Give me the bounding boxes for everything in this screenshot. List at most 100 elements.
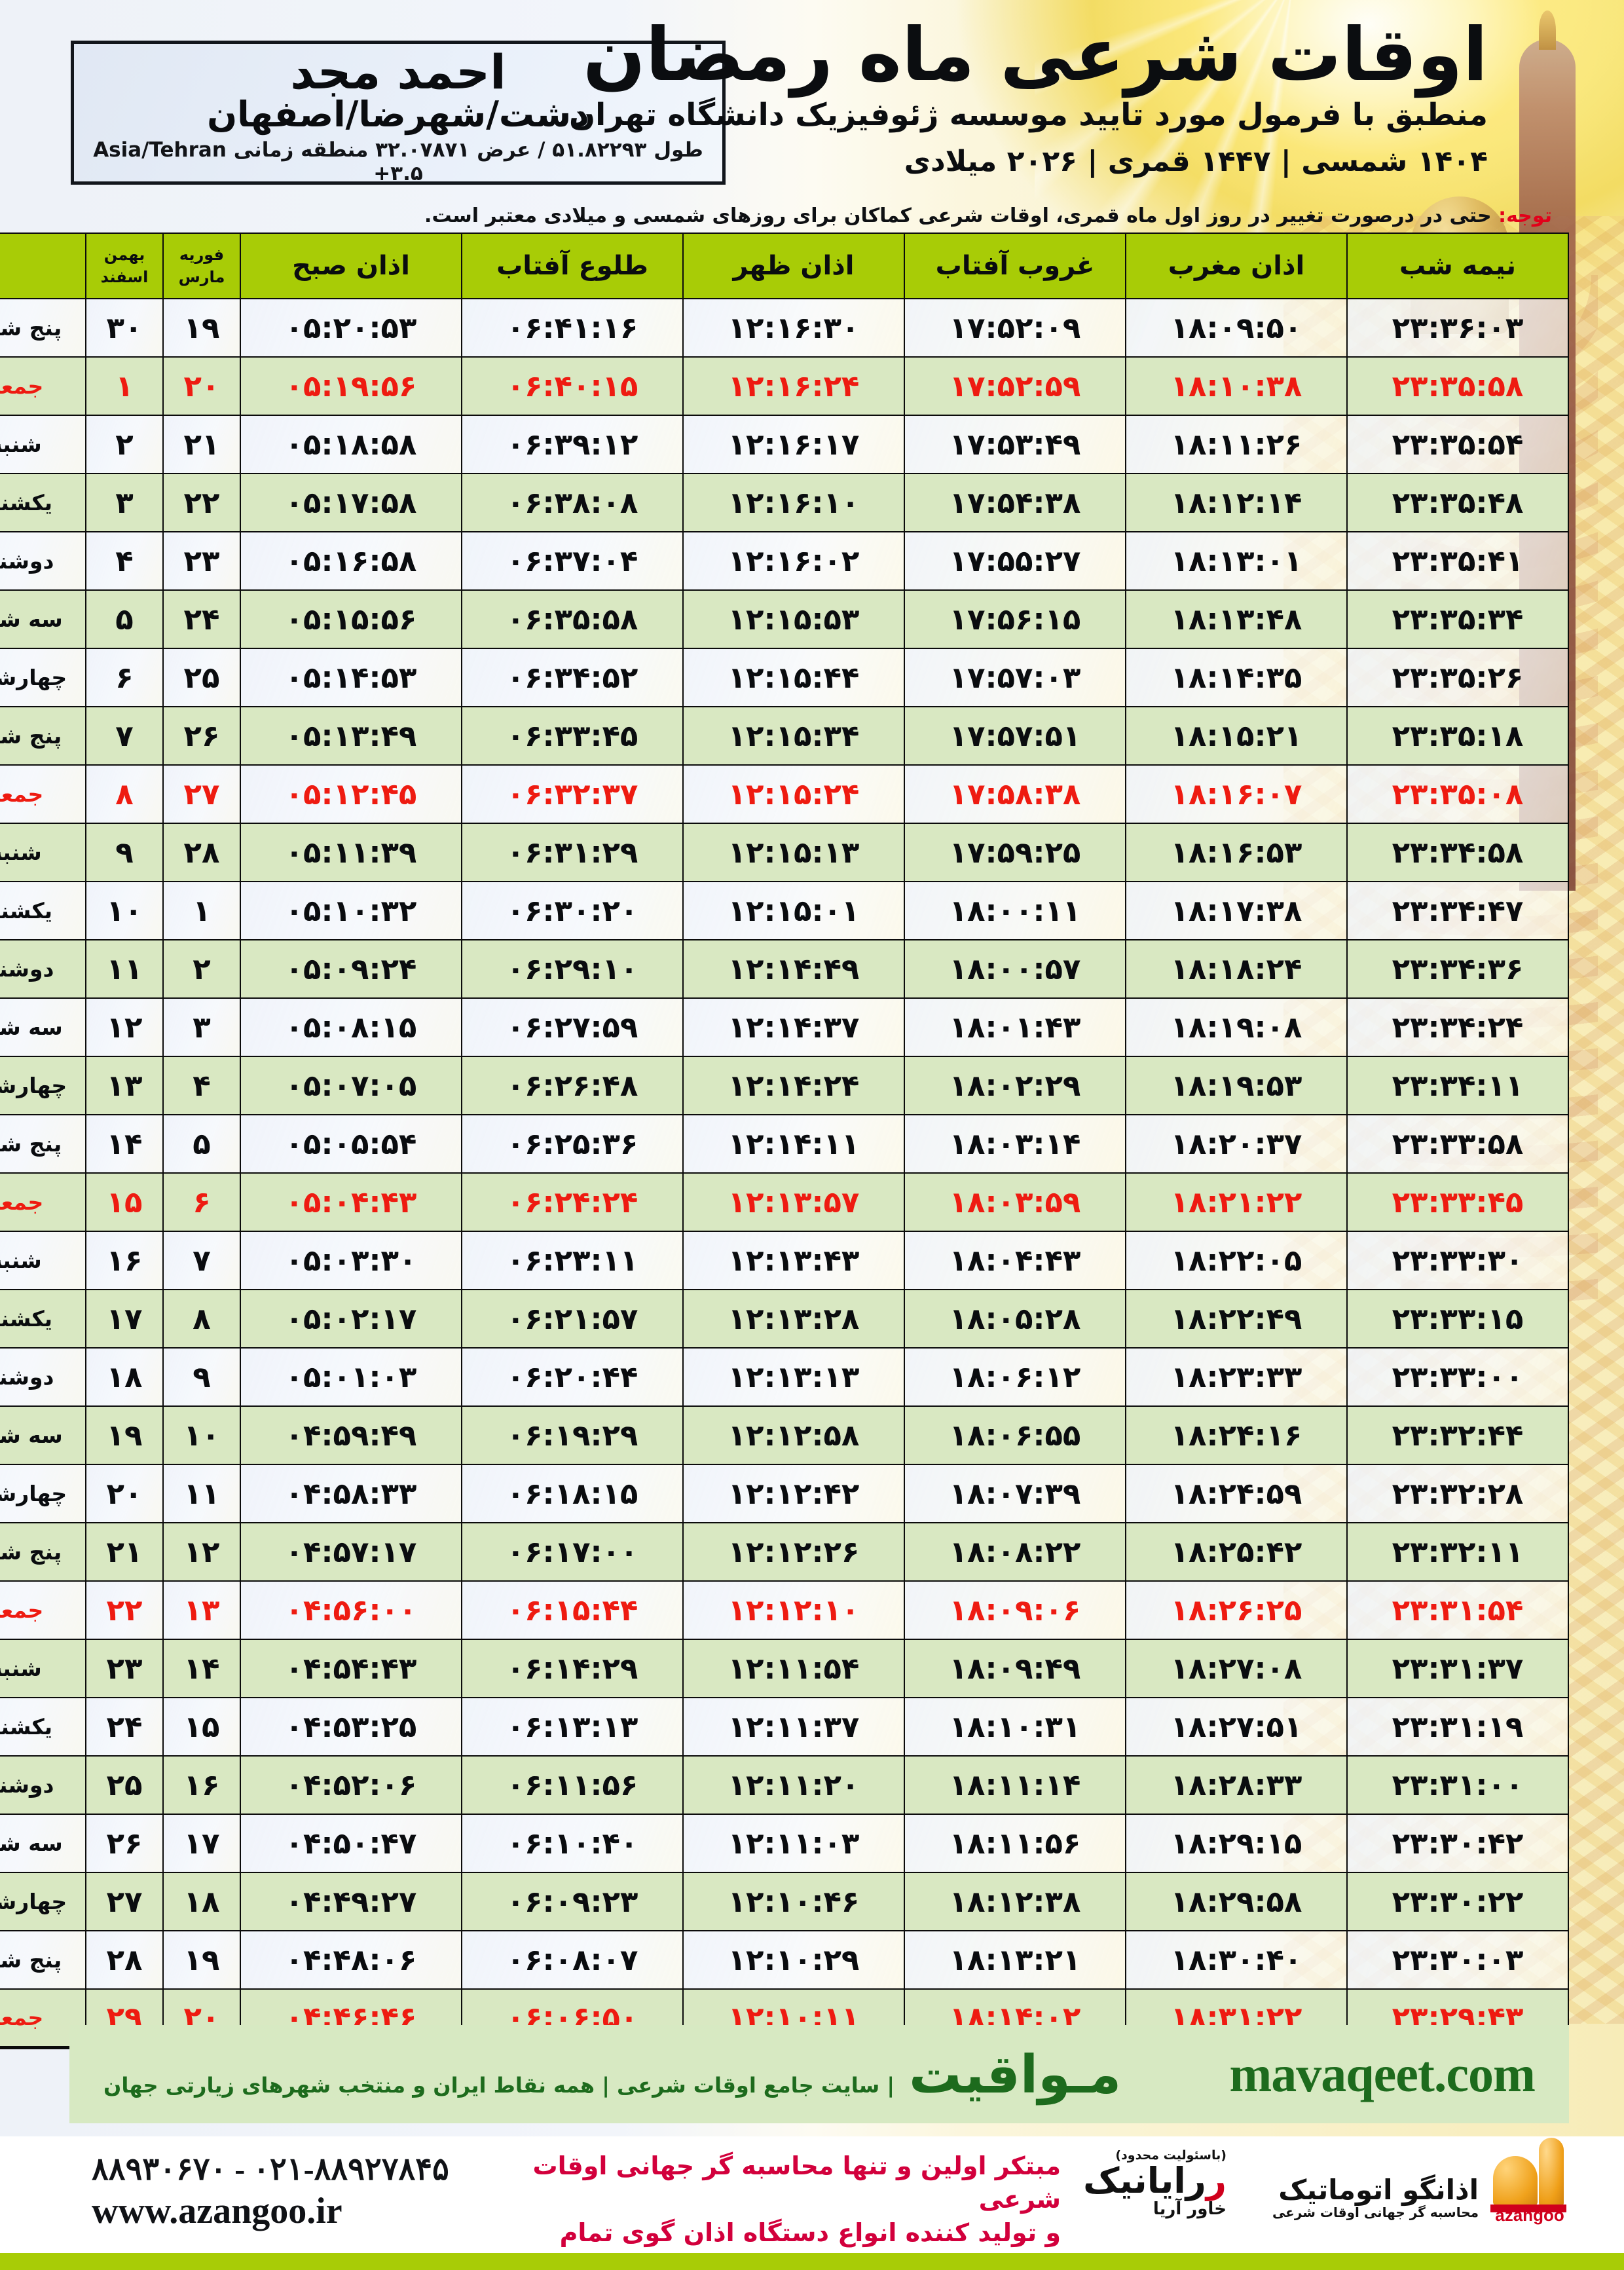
table-row: ۲۳:۳۴:۲۴ ۱۸:۱۹:۰۸ ۱۸:۰۱:۴۳ ۱۲:۱۴:۳۷ ۰۶:۲۷:۵۹… [0, 997, 1569, 1057]
table-row: ۲۳:۳۵:۱۸ ۱۸:۱۵:۲۱ ۱۷:۵۷:۵۱ ۱۲:۱۵:۳۴ ۰۶:۳۳:۴۵… [0, 706, 1569, 766]
cell-solar-day: ۶ [85, 648, 164, 707]
cell-sunrise: ۰۶:۱۴:۲۹ [461, 1639, 684, 1698]
cell-sunset: ۱۷:۵۲:۵۹ [904, 356, 1126, 416]
table-body: ۲۳:۳۶:۰۳ ۱۸:۰۹:۵۰ ۱۷:۵۲:۰۹ ۱۲:۱۶:۳۰ ۰۶:۴۱:۱۶… [0, 298, 1569, 2049]
cell-gregorian-day: ۱۶ [162, 1755, 241, 1815]
cell-maghrib: ۱۸:۲۷:۰۸ [1125, 1639, 1348, 1698]
table-row: ۲۳:۳۵:۳۴ ۱۸:۱۳:۴۸ ۱۷:۵۶:۱۵ ۱۲:۱۵:۵۳ ۰۶:۳۵:۵۸… [0, 589, 1569, 649]
cell-maghrib: ۱۸:۲۴:۱۶ [1125, 1405, 1348, 1465]
table-row: ۲۳:۳۲:۲۸ ۱۸:۲۴:۵۹ ۱۸:۰۷:۳۹ ۱۲:۱۲:۴۲ ۰۶:۱۸:۱۵… [0, 1464, 1569, 1523]
cell-midnight: ۲۳:۳۲:۲۸ [1346, 1464, 1569, 1523]
cell-solar-day: ۲ [85, 415, 164, 474]
cell-sunrise: ۰۶:۳۳:۴۵ [461, 706, 684, 766]
cell-sunrise: ۰۶:۲۱:۵۷ [461, 1289, 684, 1349]
cell-sunset: ۱۷:۵۹:۲۵ [904, 823, 1126, 882]
cell-dhuhr: ۱۲:۱۵:۲۴ [682, 764, 905, 824]
mavaqeet-domain[interactable]: mavaqeet.com [1229, 2045, 1536, 2102]
cell-midnight: ۲۳:۳۵:۰۸ [1346, 764, 1569, 824]
cell-midnight: ۲۳:۳۰:۴۲ [1346, 1814, 1569, 1873]
cell-gregorian-day: ۲۳ [162, 531, 241, 591]
cell-weekday: سه شنبه [0, 589, 86, 649]
cell-maghrib: ۱۸:۰۹:۵۰ [1125, 298, 1348, 358]
cell-sunset: ۱۸:۰۲:۲۹ [904, 1056, 1126, 1115]
cell-sunset: ۱۸:۰۳:۵۹ [904, 1172, 1126, 1232]
cell-dhuhr: ۱۲:۱۰:۲۹ [682, 1930, 905, 1990]
cell-weekday: شنبه [0, 1231, 86, 1290]
cell-weekday: دوشنبه [0, 531, 86, 591]
cell-maghrib: ۱۸:۲۸:۳۳ [1125, 1755, 1348, 1815]
cell-solar-day: ۱۳ [85, 1056, 164, 1115]
col-header-gregorian-month: فوریه مارس [162, 233, 241, 299]
cell-solar-day: ۲۳ [85, 1639, 164, 1698]
col-header-weekday [0, 233, 86, 299]
year-line: ۱۴۰۴ شمسی | ۱۴۴۷ قمری | ۲۰۲۶ میلادی [904, 145, 1488, 179]
cell-maghrib: ۱۸:۲۰:۳۷ [1125, 1114, 1348, 1174]
cell-gregorian-day: ۲۴ [162, 589, 241, 649]
cell-sunrise: ۰۶:۱۹:۲۹ [461, 1405, 684, 1465]
cell-fajr: ۰۴:۵۷:۱۷ [240, 1522, 462, 1582]
cell-midnight: ۲۳:۳۰:۰۳ [1346, 1930, 1569, 1990]
cell-solar-day: ۱۹ [85, 1405, 164, 1465]
cell-weekday: شنبه [0, 415, 86, 474]
mavaqeet-banner[interactable]: mavaqeet.com مـواقیت | سایت جامع اوقات ش… [69, 2025, 1569, 2123]
rayanik-logo-sub: خاور آریا [1153, 2199, 1227, 2219]
cell-dhuhr: ۱۲:۱۶:۱۷ [682, 415, 905, 474]
azangoo-latin-wordmark: azangoo [1495, 2205, 1564, 2225]
cell-maghrib: ۱۸:۱۳:۰۱ [1125, 531, 1348, 591]
cell-gregorian-day: ۷ [162, 1231, 241, 1290]
cell-midnight: ۲۳:۳۲:۱۱ [1346, 1522, 1569, 1582]
cell-sunrise: ۰۶:۳۹:۱۲ [461, 415, 684, 474]
cell-gregorian-day: ۱۸ [162, 1872, 241, 1931]
cell-dhuhr: ۱۲:۱۶:۰۲ [682, 531, 905, 591]
cell-dhuhr: ۱۲:۱۲:۱۰ [682, 1580, 905, 1640]
col-header-dhuhr: اذان ظهر [682, 233, 905, 299]
cell-weekday: پنج شنبه [0, 1522, 86, 1582]
schedule-table-wrapper: نیمه شب اذان مغرب غروب آفتاب اذان ظهر طل… [0, 233, 1569, 2049]
azangoo-website[interactable]: www.azangoo.ir [92, 2191, 342, 2231]
cell-dhuhr: ۱۲:۱۵:۰۱ [682, 881, 905, 940]
cell-weekday: پنج شنبه [0, 706, 86, 766]
table-row: ۲۳:۳۰:۰۳ ۱۸:۳۰:۴۰ ۱۸:۱۳:۲۱ ۱۲:۱۰:۲۹ ۰۶:۰۸:۰۷… [0, 1930, 1569, 1990]
gregorian-month-top: فوریه [179, 245, 225, 264]
cell-weekday: سه شنبه [0, 1405, 86, 1465]
cell-midnight: ۲۳:۳۴:۲۴ [1346, 997, 1569, 1057]
table-row: ۲۳:۳۲:۴۴ ۱۸:۲۴:۱۶ ۱۸:۰۶:۵۵ ۱۲:۱۲:۵۸ ۰۶:۱۹:۲۹… [0, 1405, 1569, 1465]
phone-numbers: ۰۲۱-۸۸۹۲۷۸۴۵ - ۸۸۹۳۰۶۷۰ [92, 2152, 449, 2187]
col-header-sunrise: طلوع آفتاب [461, 233, 684, 299]
cell-dhuhr: ۱۲:۱۲:۵۸ [682, 1405, 905, 1465]
table-row: ۲۳:۳۳:۵۸ ۱۸:۲۰:۳۷ ۱۸:۰۳:۱۴ ۱۲:۱۴:۱۱ ۰۶:۲۵:۳۶… [0, 1114, 1569, 1174]
cell-maghrib: ۱۸:۲۵:۴۲ [1125, 1522, 1348, 1582]
cell-maghrib: ۱۸:۲۶:۲۵ [1125, 1580, 1348, 1640]
cell-weekday: جمعه [0, 356, 86, 416]
cell-maghrib: ۱۸:۱۱:۲۶ [1125, 415, 1348, 474]
cell-fajr: ۰۵:۱۴:۵۳ [240, 648, 462, 707]
cell-fajr: ۰۵:۰۵:۵۴ [240, 1114, 462, 1174]
azangoo-logo-subtitle: محاسبه گر جهانی اوقات شرعی [1272, 2205, 1479, 2220]
table-row: ۲۳:۳۵:۴۸ ۱۸:۱۲:۱۴ ۱۷:۵۴:۳۸ ۱۲:۱۶:۱۰ ۰۶:۳۸:۰۸… [0, 473, 1569, 532]
cell-midnight: ۲۳:۳۵:۲۶ [1346, 648, 1569, 707]
cell-fajr: ۰۵:۱۳:۴۹ [240, 706, 462, 766]
cell-gregorian-day: ۱۰ [162, 1405, 241, 1465]
cell-fajr: ۰۴:۴۹:۲۷ [240, 1872, 462, 1931]
slogan-line-1: مبتکر اولین و تنها محاسبه گر جهانی اوقات… [532, 2151, 1061, 2214]
cell-weekday: دوشنبه [0, 939, 86, 999]
cell-dhuhr: ۱۲:۱۰:۴۶ [682, 1872, 905, 1931]
cell-weekday: یکشنبه [0, 1289, 86, 1349]
cell-dhuhr: ۱۲:۱۶:۳۰ [682, 298, 905, 358]
cell-gregorian-day: ۱ [162, 881, 241, 940]
cell-dhuhr: ۱۲:۱۶:۱۰ [682, 473, 905, 532]
cell-sunrise: ۰۶:۲۳:۱۱ [461, 1231, 684, 1290]
table-row: ۲۳:۳۵:۵۸ ۱۸:۱۰:۳۸ ۱۷:۵۲:۵۹ ۱۲:۱۶:۲۴ ۰۶:۴۰:۱۵… [0, 356, 1569, 416]
cell-fajr: ۰۵:۱۷:۵۸ [240, 473, 462, 532]
rayanik-name-text: رایانیک [1083, 2160, 1206, 2202]
cell-dhuhr: ۱۲:۱۵:۱۳ [682, 823, 905, 882]
table-row: ۲۳:۳۰:۴۲ ۱۸:۲۹:۱۵ ۱۸:۱۱:۵۶ ۱۲:۱۱:۰۳ ۰۶:۱۰:۴۰… [0, 1814, 1569, 1873]
cell-sunrise: ۰۶:۳۰:۲۰ [461, 881, 684, 940]
col-header-fajr: اذان صبح [240, 233, 462, 299]
table-row: ۲۳:۳۳:۳۰ ۱۸:۲۲:۰۵ ۱۸:۰۴:۴۳ ۱۲:۱۳:۴۳ ۰۶:۲۳:۱۱… [0, 1231, 1569, 1290]
cell-midnight: ۲۳:۳۵:۱۸ [1346, 706, 1569, 766]
cell-weekday: چهارشنبه [0, 648, 86, 707]
mosque-icon: azangoo [1486, 2138, 1569, 2225]
cell-sunset: ۱۸:۱۱:۱۴ [904, 1755, 1126, 1815]
